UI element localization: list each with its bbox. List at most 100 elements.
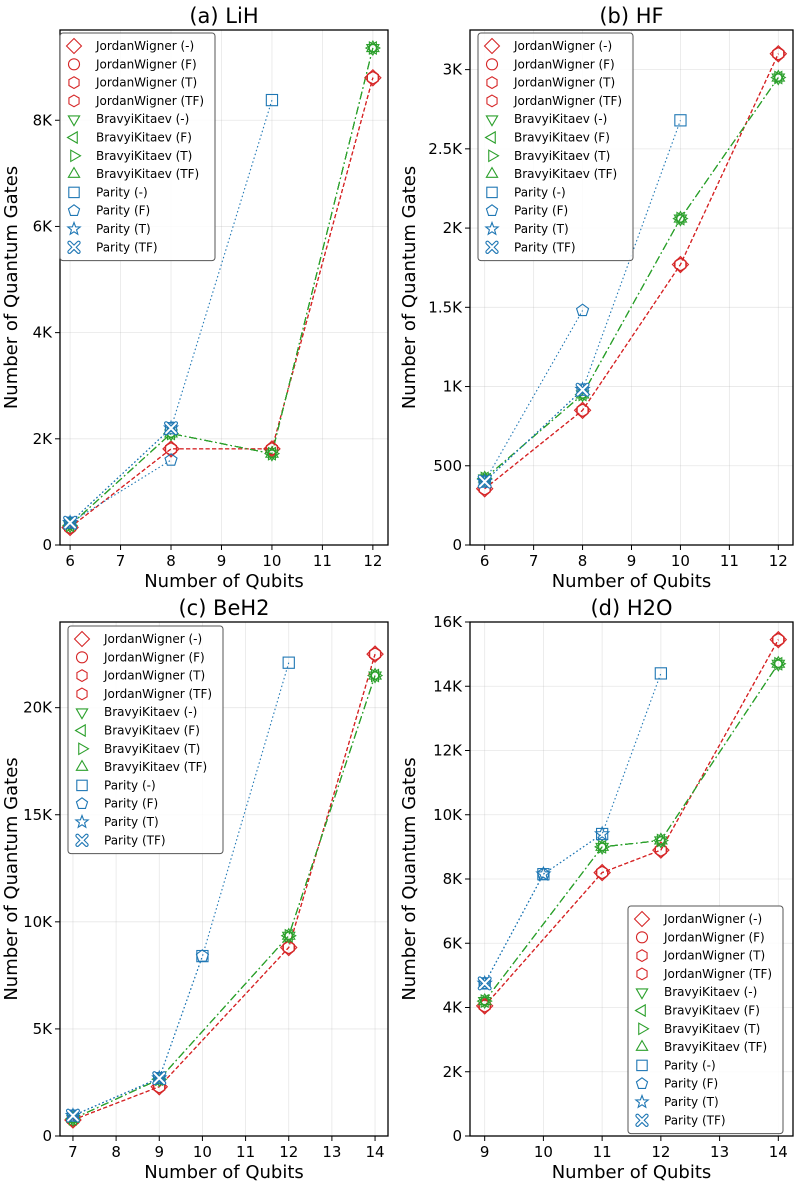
legend-label: Parity (F) — [96, 204, 150, 218]
legend-marker — [635, 1113, 649, 1127]
legend-item: BravyiKitaev (F) — [634, 1004, 760, 1018]
legend-item: BravyiKitaev (-) — [635, 985, 757, 1000]
legend-marker — [75, 797, 89, 809]
chart-title: (c) BeH2 — [178, 596, 269, 620]
x-axis-label: Number of Qubits — [552, 1162, 712, 1183]
legend-label: Parity (-) — [96, 185, 148, 199]
data-point — [535, 865, 552, 882]
legend-item: Parity (F) — [485, 204, 568, 218]
x-tick-label: 11 — [236, 1143, 255, 1161]
data-point — [674, 257, 687, 272]
x-tick-label: 8 — [578, 552, 588, 570]
legend-label: Parity (T) — [664, 1095, 719, 1109]
legend-label: BravyiKitaev (TF) — [104, 760, 207, 774]
data-point — [281, 927, 296, 940]
legend-item: Parity (F) — [635, 1077, 718, 1091]
y-tick-label: 4K — [443, 999, 464, 1017]
legend-marker — [76, 687, 88, 701]
legend-item: JordanWigner (-) — [65, 37, 194, 55]
legend-item: Parity (TF) — [485, 240, 576, 254]
y-tick-label: 2K — [443, 219, 464, 237]
data-point — [164, 421, 179, 436]
x-tick-label: 6 — [65, 552, 75, 570]
data-point — [593, 825, 611, 841]
x-tick-label: 14 — [366, 1143, 385, 1161]
legend-marker — [485, 58, 499, 71]
legend-box — [59, 32, 216, 262]
legend-item: JordanWigner (TF) — [636, 967, 772, 981]
series-line-bravyikitaev-tf — [484, 663, 779, 1002]
legend-label: JordanWigner (-) — [663, 912, 762, 926]
legend-label: Parity (TF) — [96, 240, 158, 254]
data-point — [164, 453, 178, 466]
legend-item: Parity (TF) — [635, 1113, 726, 1127]
x-tick-label: 13 — [710, 1143, 729, 1161]
legend-label: BravyiKitaev (T) — [514, 149, 610, 163]
legend-box — [477, 32, 634, 262]
legend-marker — [75, 708, 89, 720]
series-line-jordanwigner-tf — [72, 653, 376, 1121]
legend-label: Parity (F) — [514, 204, 568, 218]
x-tick-label: 12 — [363, 552, 382, 570]
legend-label: JordanWigner (-) — [513, 39, 612, 53]
data-point — [654, 667, 668, 680]
legend-marker — [68, 76, 80, 90]
legend-label: Parity (T) — [104, 815, 159, 829]
legend-item: JordanWigner (-) — [633, 910, 762, 928]
legend-label: Parity (-) — [664, 1058, 716, 1072]
legend-item: JordanWigner (T) — [76, 669, 205, 683]
data-point — [282, 940, 295, 955]
y-tick-label: 14K — [433, 677, 463, 695]
x-tick-label: 9 — [217, 552, 227, 570]
y-axis-label: Number of Quantum Gates — [399, 166, 420, 409]
x-tick-label: 7 — [529, 552, 539, 570]
legend-item: BravyiKitaev (TF) — [635, 1039, 767, 1054]
series-line-parity — [72, 662, 290, 1117]
y-tick-label: 16K — [433, 613, 463, 631]
series-line-parity-tf — [69, 427, 172, 524]
x-axis-label: Number of Qubits — [552, 571, 712, 592]
chart-panel-3: 7 8 9 10 11 12 13 14 0 5K 10K 15K 20K (c) BeH2 Number … — [1, 596, 389, 1183]
data-point — [653, 832, 668, 845]
legend-label: Parity (-) — [104, 778, 156, 792]
legend-label: BravyiKitaev (-) — [104, 705, 197, 719]
y-tick-label: 2.5K — [428, 140, 463, 158]
legend-label: JordanWigner (T) — [663, 949, 765, 963]
x-tick-label: 12 — [769, 552, 788, 570]
legend-item: BravyiKitaev (TF) — [67, 166, 199, 181]
legend-label: BravyiKitaev (-) — [96, 112, 189, 126]
legend-label: Parity (-) — [514, 185, 566, 199]
legend-label: Parity (TF) — [514, 240, 576, 254]
legend-item: Parity (-) — [486, 185, 566, 199]
y-tick-label: 20K — [23, 699, 53, 717]
legend-item: Parity (-) — [68, 185, 148, 199]
legend-marker — [484, 220, 500, 236]
axes-frame — [59, 621, 389, 1137]
legend-marker — [66, 130, 78, 145]
legend-item: JordanWigner (F) — [67, 57, 197, 71]
y-tick-label: 0 — [42, 536, 52, 554]
legend-marker — [76, 669, 88, 683]
x-axis-label: Number of Qubits — [144, 571, 304, 592]
data-point — [165, 441, 178, 456]
x-tick-label: 7 — [68, 1143, 78, 1161]
data-point — [365, 39, 380, 53]
legend-item: JordanWigner (TF) — [68, 94, 204, 108]
legend-marker — [636, 967, 648, 981]
legend-label: Parity (T) — [514, 222, 569, 236]
series-line-bravyikitaev-tf — [69, 47, 374, 526]
x-marker-inner — [153, 1072, 166, 1085]
legend-item: JordanWigner (-) — [73, 630, 202, 648]
x-axis-label: Number of Qubits — [144, 1162, 304, 1183]
legend-marker — [70, 149, 82, 163]
data-point — [575, 382, 590, 397]
data-point — [152, 1071, 167, 1086]
legend-item: BravyiKitaev (T) — [638, 1022, 760, 1036]
legend-item: JordanWigner (TF) — [76, 687, 212, 701]
chart-title: (b) HF — [599, 4, 663, 28]
x-tick-label: 9 — [480, 1143, 490, 1161]
series-line-bravyikitaev-tf — [72, 675, 376, 1120]
x-marker-inner — [576, 383, 589, 396]
data-point — [674, 114, 687, 127]
